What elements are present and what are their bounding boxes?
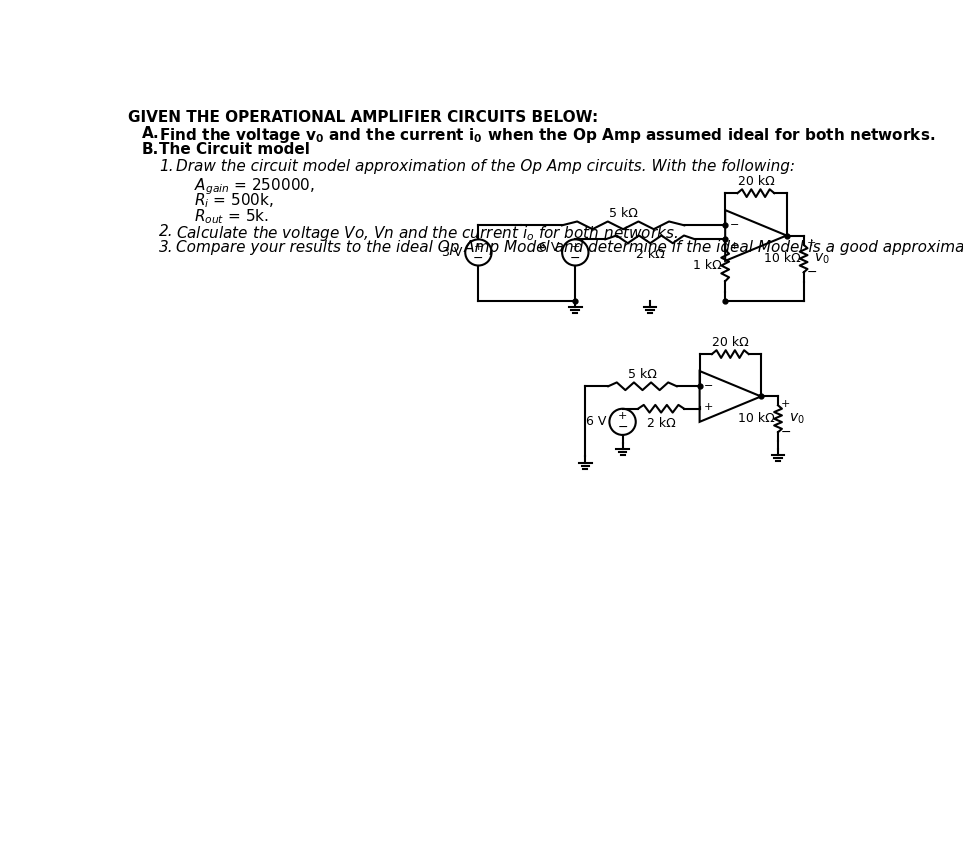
Text: $R_i$ = 500k,: $R_i$ = 500k, xyxy=(194,191,273,211)
Text: 1.: 1. xyxy=(159,158,173,173)
Text: 1 kΩ: 1 kΩ xyxy=(692,259,721,272)
Text: Calculate the voltage Vo, Vn and the current $i_o$ for both networks.: Calculate the voltage Vo, Vn and the cur… xyxy=(176,224,678,243)
Text: +: + xyxy=(781,398,791,409)
Text: 20 kΩ: 20 kΩ xyxy=(712,336,748,349)
Text: 3.: 3. xyxy=(159,240,173,255)
Text: +: + xyxy=(571,242,580,251)
Text: +: + xyxy=(618,411,627,421)
Text: 10 kΩ: 10 kΩ xyxy=(739,412,775,426)
Text: $v_0$: $v_0$ xyxy=(789,411,805,426)
Text: 2 kΩ: 2 kΩ xyxy=(647,417,675,431)
Text: Compare your results to the ideal Op Amp Model and determine if the ideal Model : Compare your results to the ideal Op Amp… xyxy=(176,240,963,255)
Text: +: + xyxy=(807,238,816,248)
Text: 6 V: 6 V xyxy=(586,415,607,428)
Text: 6 V: 6 V xyxy=(539,241,560,255)
Text: 2 kΩ: 2 kΩ xyxy=(636,248,664,261)
Text: $v_0$: $v_0$ xyxy=(815,251,830,266)
Text: $R_{out}$ = 5k.: $R_{out}$ = 5k. xyxy=(194,207,269,226)
Text: −: − xyxy=(473,252,483,265)
Text: +: + xyxy=(474,242,483,251)
Text: B.: B. xyxy=(143,142,159,157)
Text: 5 kΩ: 5 kΩ xyxy=(609,207,638,220)
Text: +: + xyxy=(704,402,714,412)
Text: −: − xyxy=(617,421,628,434)
Text: −: − xyxy=(807,266,818,279)
Text: 3 V: 3 V xyxy=(442,246,462,259)
Text: 2.: 2. xyxy=(159,224,173,239)
Text: −: − xyxy=(781,426,792,439)
Text: Draw the circuit model approximation of the Op Amp circuits. With the following:: Draw the circuit model approximation of … xyxy=(176,158,795,173)
Text: −: − xyxy=(570,252,581,265)
Text: A.: A. xyxy=(143,126,160,141)
Text: −: − xyxy=(730,220,740,230)
Text: +: + xyxy=(730,240,740,250)
Text: Find the voltage $\mathbf{v_0}$ and the current $\mathbf{i_0}$ when the Op Amp a: Find the voltage $\mathbf{v_0}$ and the … xyxy=(159,126,935,146)
Text: $A_{gain}$ = 250000,: $A_{gain}$ = 250000, xyxy=(194,176,315,197)
Text: GIVEN THE OPERATIONAL AMPLIFIER CIRCUITS BELOW:: GIVEN THE OPERATIONAL AMPLIFIER CIRCUITS… xyxy=(128,110,598,125)
Text: 20 kΩ: 20 kΩ xyxy=(738,175,774,188)
Text: −: − xyxy=(704,382,714,391)
Text: 5 kΩ: 5 kΩ xyxy=(628,368,657,381)
Text: 10 kΩ: 10 kΩ xyxy=(764,252,800,265)
Text: The Circuit model: The Circuit model xyxy=(159,142,310,157)
